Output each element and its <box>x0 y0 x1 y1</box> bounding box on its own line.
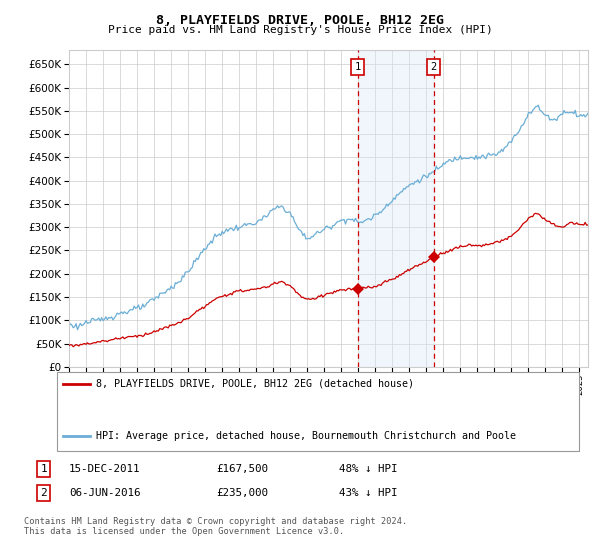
Text: 43% ↓ HPI: 43% ↓ HPI <box>339 488 397 498</box>
Text: 8, PLAYFIELDS DRIVE, POOLE, BH12 2EG (detached house): 8, PLAYFIELDS DRIVE, POOLE, BH12 2EG (de… <box>96 379 414 389</box>
Text: Price paid vs. HM Land Registry's House Price Index (HPI): Price paid vs. HM Land Registry's House … <box>107 25 493 35</box>
Text: HPI: Average price, detached house, Bournemouth Christchurch and Poole: HPI: Average price, detached house, Bour… <box>96 431 516 441</box>
Text: 1: 1 <box>40 464 47 474</box>
Text: 48% ↓ HPI: 48% ↓ HPI <box>339 464 397 474</box>
Text: 06-JUN-2016: 06-JUN-2016 <box>69 488 140 498</box>
Text: 2: 2 <box>431 62 437 72</box>
Text: 2: 2 <box>40 488 47 498</box>
Text: £167,500: £167,500 <box>216 464 268 474</box>
Text: 1: 1 <box>355 62 361 72</box>
Text: £235,000: £235,000 <box>216 488 268 498</box>
Text: This data is licensed under the Open Government Licence v3.0.: This data is licensed under the Open Gov… <box>24 528 344 536</box>
Text: Contains HM Land Registry data © Crown copyright and database right 2024.: Contains HM Land Registry data © Crown c… <box>24 517 407 526</box>
Text: 8, PLAYFIELDS DRIVE, POOLE, BH12 2EG: 8, PLAYFIELDS DRIVE, POOLE, BH12 2EG <box>156 14 444 27</box>
Text: 15-DEC-2011: 15-DEC-2011 <box>69 464 140 474</box>
Bar <box>358 50 434 367</box>
